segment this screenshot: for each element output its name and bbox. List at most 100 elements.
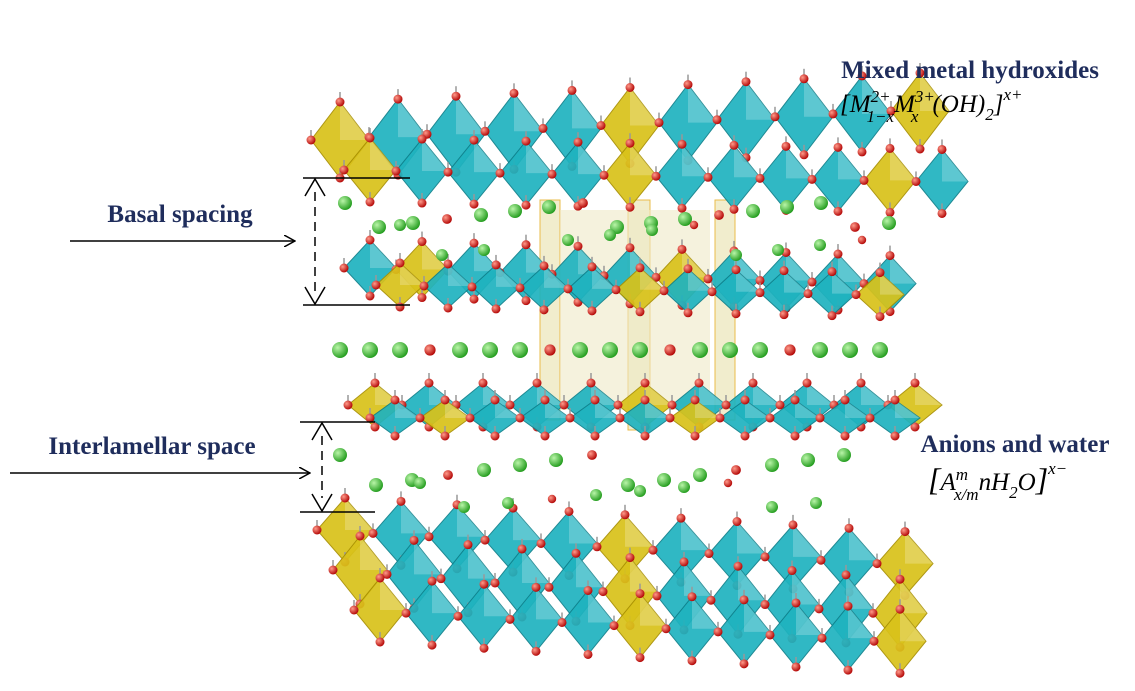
anion (477, 463, 491, 477)
oxygen (815, 604, 824, 613)
water (442, 214, 452, 224)
anion (801, 453, 815, 467)
oxygen (688, 592, 697, 601)
anion (772, 244, 784, 256)
oxygen (428, 641, 437, 650)
oxygen (444, 259, 453, 268)
oxygen (780, 310, 789, 319)
oxygen (662, 624, 671, 633)
water (587, 450, 597, 460)
anion (780, 200, 794, 214)
oxygen (791, 396, 800, 405)
oxygen (516, 283, 525, 292)
formula-part: O (1018, 469, 1036, 496)
anion (333, 448, 347, 462)
interlamellar-label: Interlamellar space (48, 433, 255, 460)
oxygen (420, 281, 429, 290)
oxygen (695, 379, 704, 388)
anion (765, 458, 779, 472)
anion (730, 249, 742, 261)
oxygen (548, 170, 557, 179)
ldh-diagram: Basal spacing Interlamellar space Mixed … (0, 0, 1135, 691)
formula-sub: 1−x (867, 107, 895, 126)
anion (502, 497, 514, 509)
anion (549, 453, 563, 467)
anion (746, 204, 760, 218)
oxygen (713, 115, 722, 124)
water (443, 470, 453, 480)
anion (810, 497, 822, 509)
water (784, 344, 795, 355)
oxygen (688, 656, 697, 665)
oxygen (614, 401, 623, 410)
anion (657, 473, 671, 487)
oxygen (441, 396, 450, 405)
oxygen (584, 650, 593, 659)
oxygen (716, 414, 725, 423)
oxygen (707, 596, 716, 605)
oxygen (641, 432, 650, 441)
formula-sup: x− (1047, 459, 1067, 478)
oxygen (340, 166, 349, 175)
oxygen (896, 605, 905, 614)
oxygen (677, 514, 686, 523)
oxygen (818, 634, 827, 643)
formula-part: ] (993, 91, 1004, 118)
oxygen (428, 577, 437, 586)
oxygen (626, 139, 635, 148)
oxygen (842, 570, 851, 579)
oxygen (481, 127, 490, 136)
oxygen (376, 638, 385, 647)
oxygen (402, 609, 411, 618)
oxygen (761, 600, 770, 609)
water (724, 479, 732, 487)
oxygen (891, 432, 900, 441)
formula-part: (OH) (932, 91, 985, 118)
oxygen (626, 203, 635, 212)
oxygen (817, 556, 826, 565)
anion (542, 200, 556, 214)
oxygen (470, 295, 479, 304)
oxygen (684, 308, 693, 317)
oxygen (691, 432, 700, 441)
oxygen (591, 396, 600, 405)
oxygen (464, 540, 473, 549)
oxygen (666, 414, 675, 423)
oxygen (626, 243, 635, 252)
oxygen (572, 549, 581, 558)
oxygen (636, 307, 645, 316)
oxygen (418, 199, 427, 208)
oxygen (568, 86, 577, 95)
anion (812, 342, 828, 358)
oxygen (394, 95, 403, 104)
oxygen (612, 285, 621, 294)
oxygen (371, 379, 380, 388)
oxygen (808, 175, 817, 184)
oxygen (901, 527, 910, 536)
anion (452, 342, 468, 358)
oxygen (540, 261, 549, 270)
oxygen (891, 396, 900, 405)
anion (632, 342, 648, 358)
anion (513, 458, 527, 472)
anion (508, 204, 522, 218)
oxygen (740, 595, 749, 604)
oxygen (313, 526, 322, 535)
anion (414, 477, 426, 489)
oxygen (870, 637, 879, 646)
basal-label: Basal spacing (107, 201, 253, 228)
oxygen (857, 379, 866, 388)
water (424, 344, 435, 355)
formula-part: nH (979, 469, 1012, 496)
oxygen (788, 566, 797, 575)
anion (572, 342, 588, 358)
oxygen (684, 264, 693, 273)
oxygen (829, 109, 838, 118)
anion (621, 478, 635, 492)
anion (766, 501, 778, 513)
water (850, 222, 860, 232)
oxygen (782, 142, 791, 151)
oxygen (566, 414, 575, 423)
oxygen (479, 379, 488, 388)
oxygen (454, 612, 463, 621)
